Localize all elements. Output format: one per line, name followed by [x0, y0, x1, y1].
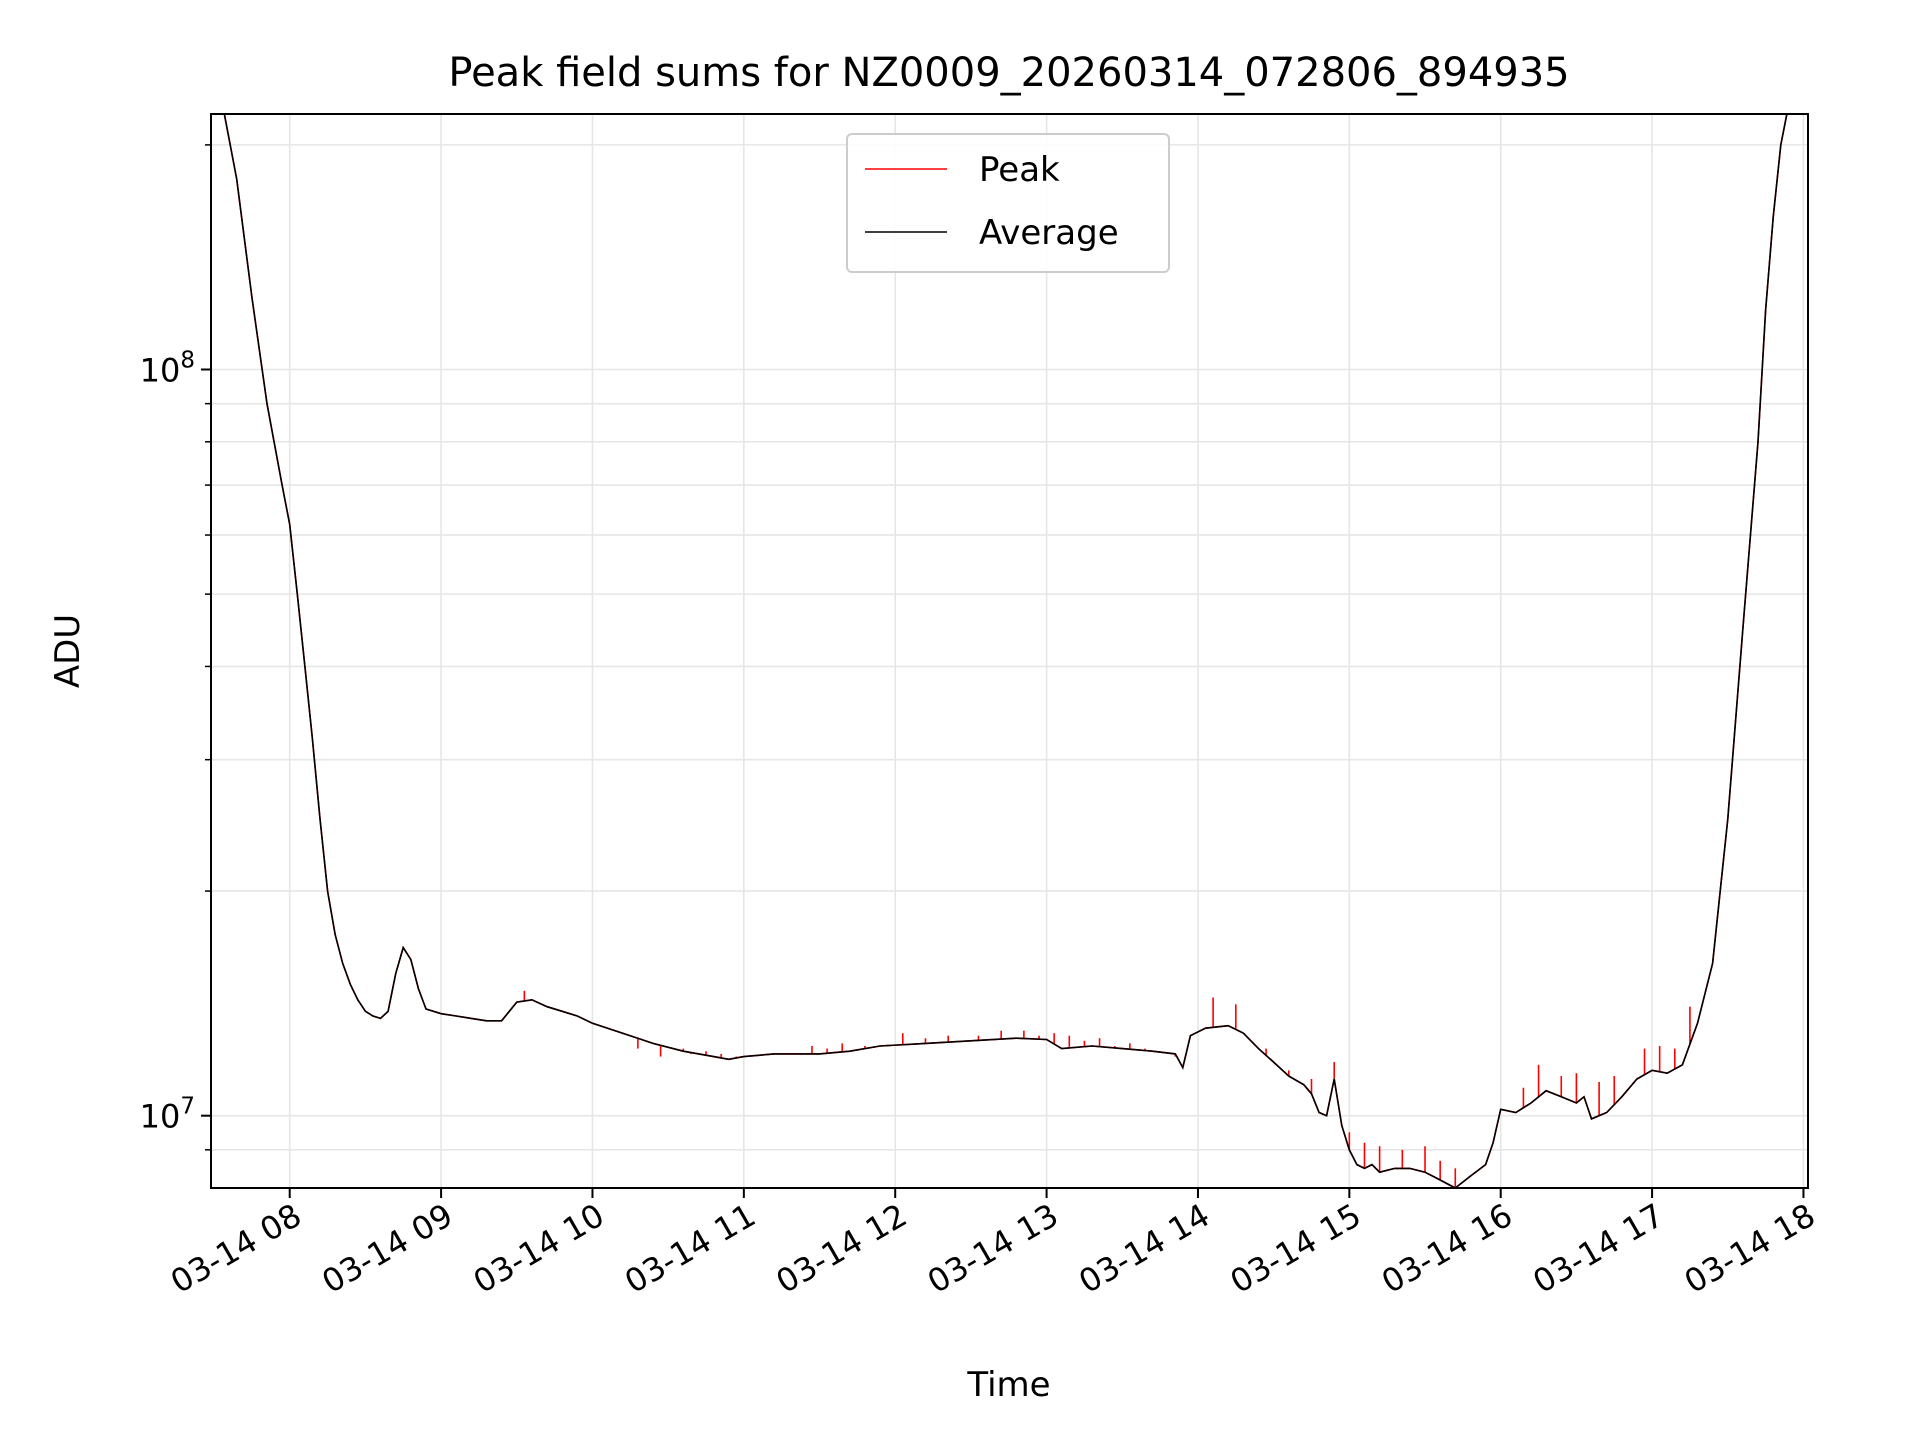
x-tick-label: 03-14 08	[164, 1196, 308, 1301]
x-tick-label: 03-14 12	[770, 1196, 914, 1301]
x-tick-label: 03-14 18	[1678, 1196, 1822, 1301]
x-tick-label: 03-14 15	[1224, 1196, 1368, 1301]
legend-peak-label: Peak	[979, 150, 1060, 190]
x-tick-label: 03-14 17	[1526, 1196, 1670, 1301]
grid	[211, 114, 1808, 1188]
x-tick-label: 03-14 14	[1072, 1196, 1216, 1301]
x-tick-label: 03-14 10	[467, 1196, 611, 1301]
x-tick-label: 03-14 11	[618, 1196, 762, 1301]
y-tick-label: 108	[140, 348, 195, 390]
y-tick-label-base: 10	[140, 352, 181, 390]
axes-frame	[210, 113, 1809, 1189]
legend-average-label: Average	[979, 213, 1119, 253]
x-tick-label: 03-14 13	[921, 1196, 1065, 1301]
y-tick-label-exponent: 8	[180, 348, 195, 374]
y-tick-label: 107	[140, 1094, 195, 1136]
average-line	[223, 114, 1788, 1188]
legend: Peak Average	[846, 133, 1170, 273]
y-tick-label-base: 10	[140, 1098, 181, 1136]
y-tick-label-exponent: 7	[180, 1094, 195, 1120]
ticks: 03-14 08 03-14 09 03-14 10 03-14 11 03-14 12…	[140, 144, 1822, 1301]
x-tick-label: 03-14 09	[315, 1196, 459, 1301]
series-layer	[223, 114, 1788, 1188]
chart-title: Peak field sums for NZ0009_20260314_0728…	[448, 50, 1569, 96]
x-axis-label: Time	[966, 1365, 1050, 1405]
x-tick-label: 03-14 16	[1375, 1196, 1519, 1301]
series-group	[223, 114, 1788, 1188]
y-axis-label: ADU	[48, 614, 88, 688]
